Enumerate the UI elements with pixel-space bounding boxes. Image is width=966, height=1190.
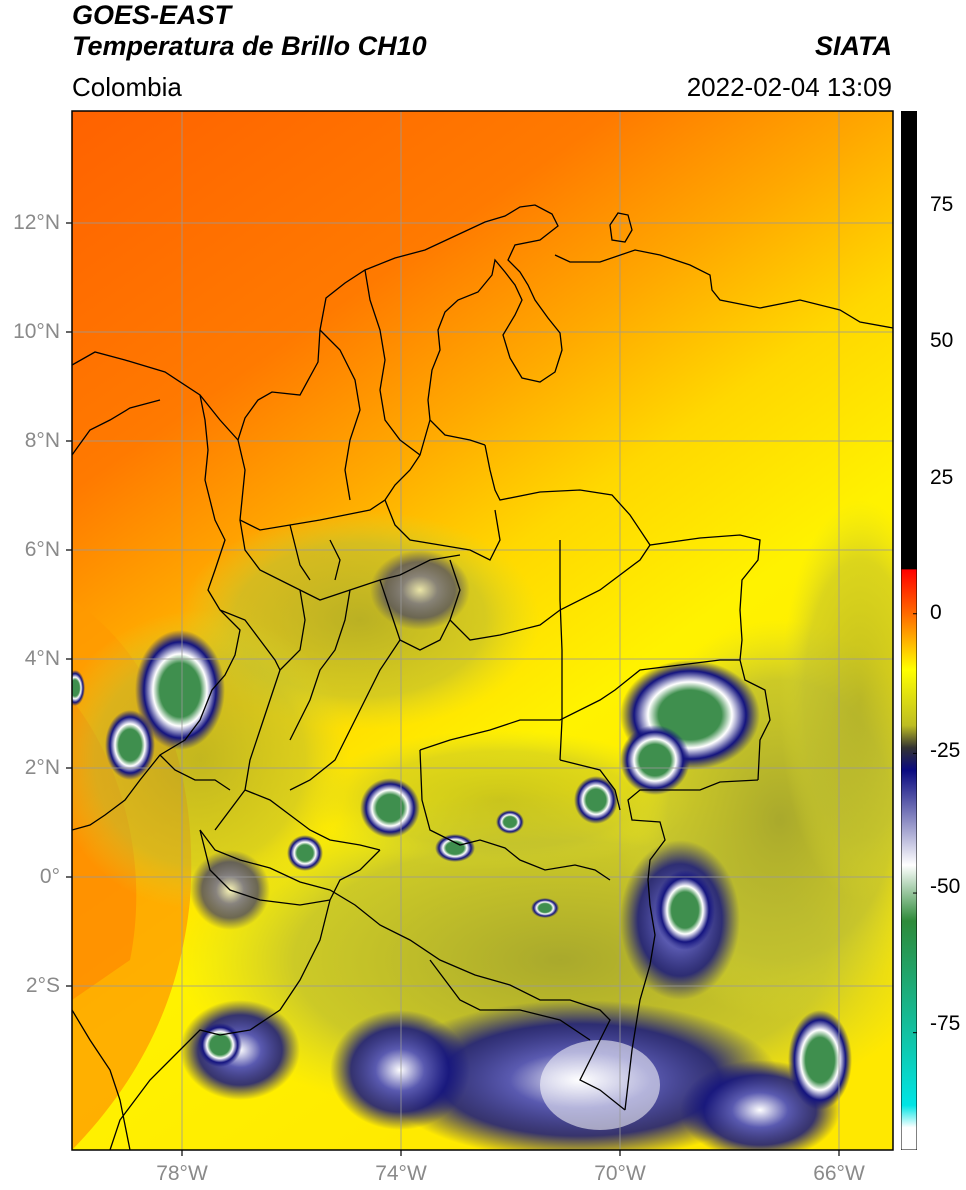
lat-label-2s: 2°S xyxy=(0,975,60,997)
colorbar-gradient xyxy=(901,111,917,1150)
lat-label-2n: 2°N xyxy=(0,757,60,779)
lat-label-10n: 10°N xyxy=(0,321,60,343)
lat-label-8n: 8°N xyxy=(0,430,60,452)
colorbar-tick-minus50: -50 xyxy=(930,876,960,898)
lat-label-4n: 4°N xyxy=(0,648,60,670)
lon-label-78w: 78°W xyxy=(142,1163,222,1185)
colorbar-tick-50: 50 xyxy=(930,330,953,352)
colorbar xyxy=(901,111,917,1150)
colorbar-tick-75: 75 xyxy=(930,194,953,216)
lat-label-0: 0° xyxy=(0,866,60,888)
lon-label-74w: 74°W xyxy=(361,1163,441,1185)
colorbar-tick-minus25: -25 xyxy=(930,740,960,762)
colorbar-tick-25: 25 xyxy=(930,467,953,489)
lat-label-6n: 6°N xyxy=(0,539,60,561)
colorbar-tick-0: 0 xyxy=(930,602,942,624)
colorbar-tick-minus75: -75 xyxy=(930,1013,960,1035)
lon-label-70w: 70°W xyxy=(580,1163,660,1185)
lon-label-66w: 66°W xyxy=(799,1163,879,1185)
lat-label-12n: 12°N xyxy=(0,212,60,234)
